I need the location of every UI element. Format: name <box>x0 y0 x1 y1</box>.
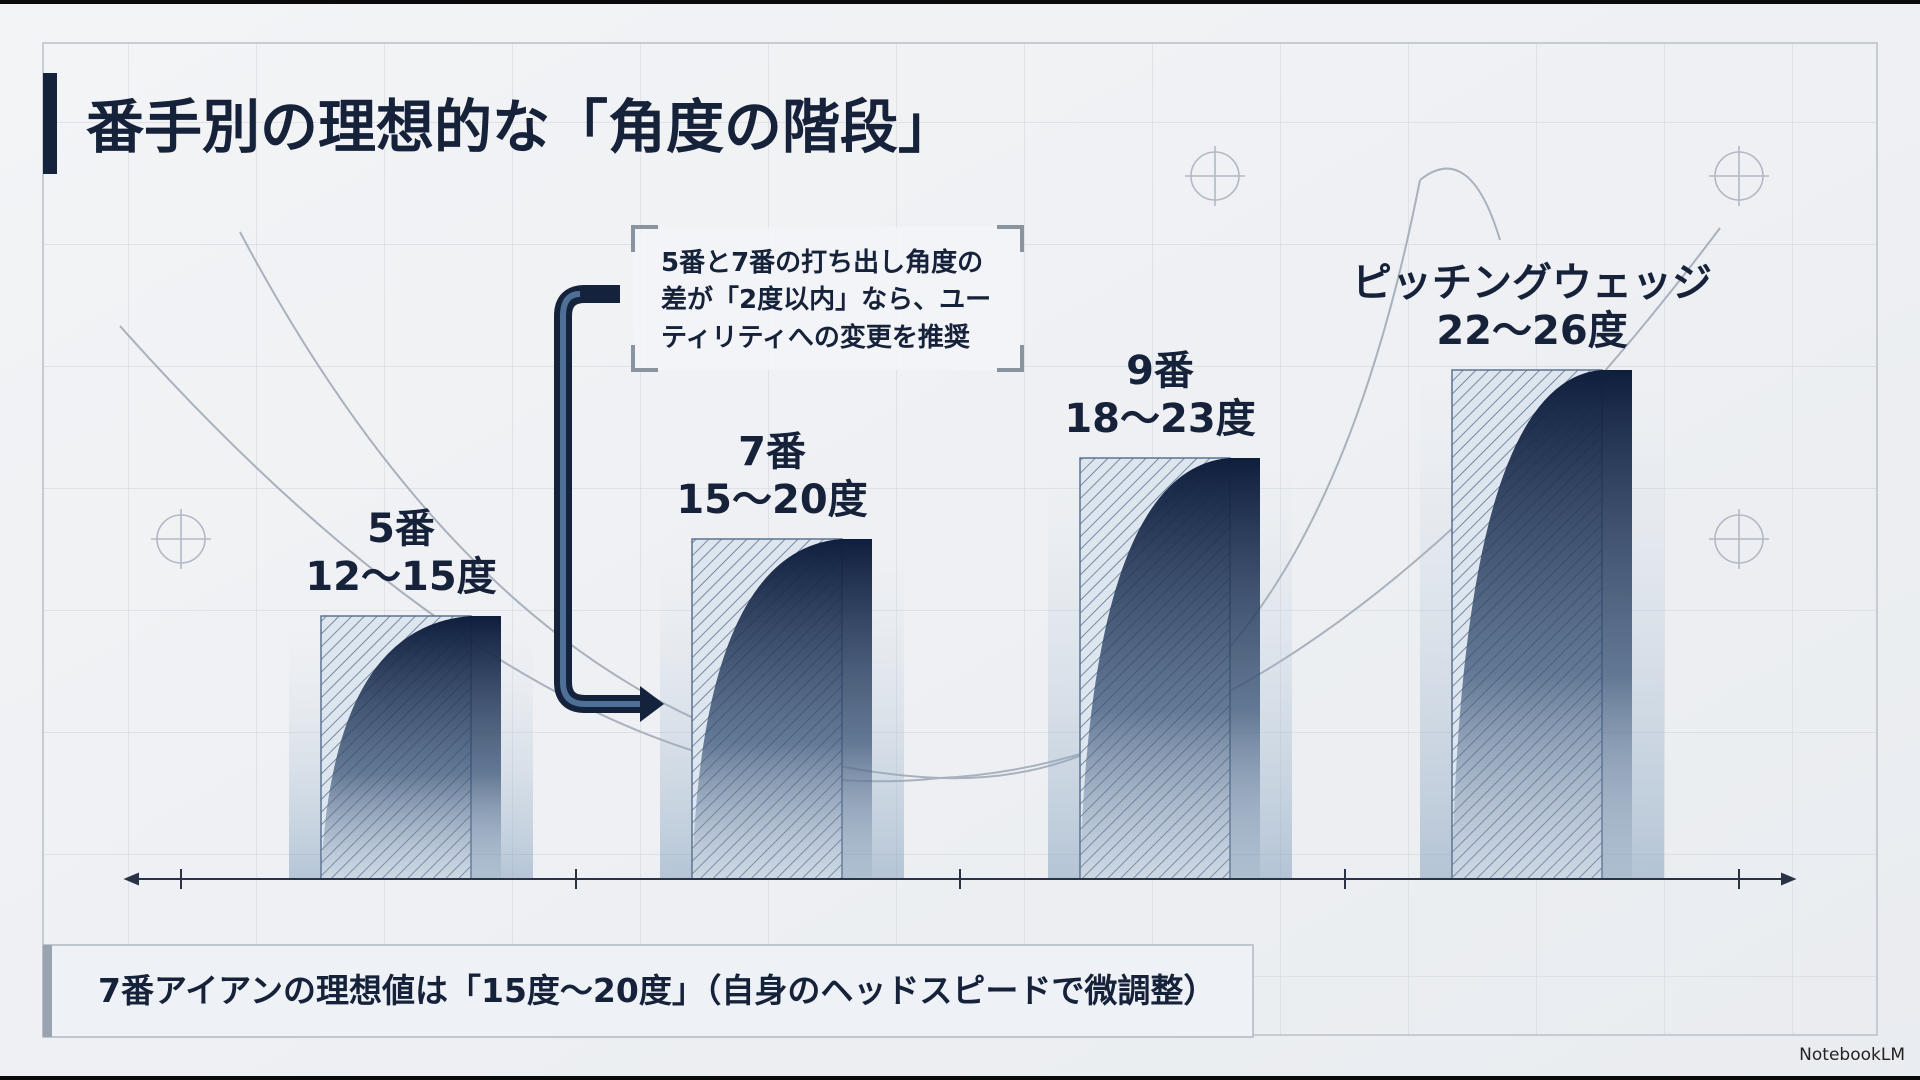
arrow-highlight <box>560 291 646 707</box>
bottom-edge <box>0 1076 1920 1080</box>
bar-label: ピッチングウェッジ <box>1352 260 1712 306</box>
callout-box <box>633 227 1022 370</box>
callout-line: 5番と7番の打ち出し角度の <box>661 247 983 278</box>
bar-range: 15〜20度 <box>676 477 867 523</box>
bar-range: 22〜26度 <box>1436 308 1627 354</box>
bar-range: 18〜23度 <box>1064 396 1255 442</box>
callout-corners <box>631 225 1024 372</box>
callout-line: ティリティへの変更を推奨 <box>661 322 971 353</box>
footer-accent <box>43 945 52 1037</box>
axis <box>123 869 1797 889</box>
brand: NotebookLM <box>1799 1045 1905 1065</box>
bar-curve <box>1080 458 1230 879</box>
bar-strip <box>471 616 501 879</box>
bar-curve <box>1452 370 1602 879</box>
footer-text: 7番アイアンの理想値は「15度〜20度」（自身のヘッドスピードで微調整） <box>98 971 1216 1010</box>
bar-label: 9番 <box>1126 348 1194 394</box>
arrow-head <box>640 686 664 722</box>
title-accent <box>43 73 57 174</box>
top-edge <box>0 0 1920 4</box>
bar-strip <box>842 539 872 879</box>
footer-box <box>42 944 1254 1038</box>
bar-label: 5番 <box>367 506 435 552</box>
title: 番手別の理想的な「角度の階段」 <box>86 93 956 161</box>
bar-strip <box>1230 458 1260 879</box>
bar-curve <box>692 539 842 879</box>
callout-line: 差が「2度以内」なら、ユー <box>661 284 991 315</box>
crosshairs <box>151 146 1769 569</box>
bar-curve <box>321 616 471 879</box>
bar-strip <box>1602 370 1632 879</box>
bar-range: 12〜15度 <box>305 554 496 600</box>
bar-label: 7番 <box>738 429 806 475</box>
